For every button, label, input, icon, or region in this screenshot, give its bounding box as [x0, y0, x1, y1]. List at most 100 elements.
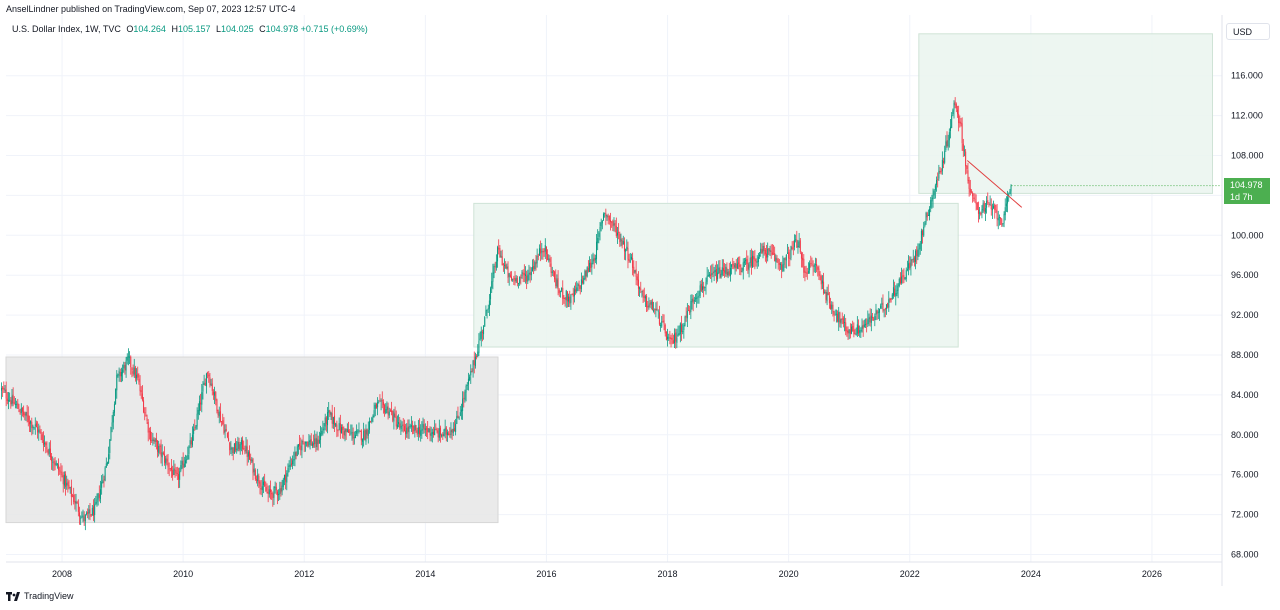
candle-body — [729, 268, 731, 277]
candle — [885, 304, 887, 315]
candle — [641, 290, 643, 298]
candle — [338, 417, 340, 431]
candle — [722, 259, 724, 277]
candle-body — [231, 447, 233, 450]
candle-body — [691, 299, 693, 302]
candle — [252, 457, 254, 481]
open-value: 104.264 — [133, 24, 166, 34]
candle-body — [686, 310, 688, 319]
candle-body — [807, 271, 809, 273]
candle-body — [103, 479, 105, 481]
candle-body — [339, 423, 341, 433]
candle — [515, 275, 517, 283]
candle-body — [466, 384, 468, 386]
candle — [837, 310, 839, 323]
candle — [651, 298, 653, 311]
candle-body — [487, 308, 489, 310]
candle-body — [556, 279, 558, 287]
candle-body — [561, 287, 563, 291]
candle-body — [667, 336, 669, 340]
candle — [547, 249, 549, 261]
candle — [955, 102, 957, 113]
change-value: +0.715 (+0.69%) — [300, 24, 368, 34]
candle-body — [58, 464, 60, 471]
candle — [351, 424, 353, 441]
candle — [105, 457, 107, 469]
candle-body — [750, 257, 752, 267]
candle-body — [443, 429, 445, 437]
candle — [271, 489, 273, 500]
candle-body — [412, 426, 414, 428]
candle-body — [833, 311, 835, 315]
candle-body — [816, 263, 818, 267]
candle-body — [424, 428, 426, 431]
candle — [817, 265, 819, 277]
candle-body — [570, 295, 572, 303]
candle — [200, 393, 202, 411]
candle — [810, 255, 812, 268]
time-tick-label: 2018 — [658, 569, 678, 579]
candle — [727, 268, 729, 279]
candle — [249, 445, 251, 460]
candle-body — [375, 404, 377, 409]
candle — [791, 241, 793, 251]
candle-body — [598, 232, 600, 237]
candle-body — [250, 458, 252, 461]
candle — [873, 316, 875, 322]
currency-button[interactable]: USD — [1226, 23, 1270, 40]
candle — [662, 313, 664, 323]
candle-body — [774, 253, 776, 262]
candle-body — [134, 367, 136, 379]
candle-body — [972, 192, 974, 197]
candle-body — [533, 266, 535, 270]
candle-body — [509, 274, 511, 278]
candle — [287, 463, 289, 477]
tradingview-brand[interactable]: TradingView — [6, 591, 74, 601]
candle-body — [1000, 218, 1002, 220]
candle-body — [627, 248, 629, 260]
candle-body — [337, 429, 339, 432]
candle-body — [280, 487, 282, 493]
candle-body — [831, 304, 833, 309]
candle — [870, 308, 872, 332]
candle — [683, 322, 685, 339]
candle — [274, 481, 276, 494]
candle-body — [648, 304, 650, 308]
candle-body — [606, 214, 608, 218]
candle — [746, 250, 748, 271]
candle-body — [143, 400, 145, 413]
candle — [38, 423, 40, 441]
candle — [203, 374, 205, 386]
candle-body — [222, 420, 224, 425]
candle-body — [53, 461, 55, 464]
candle — [288, 460, 290, 473]
candle-body — [502, 264, 504, 265]
candle — [265, 481, 267, 492]
candle — [439, 425, 441, 443]
candle-body — [207, 372, 209, 374]
candle-body — [748, 264, 750, 271]
candle — [157, 440, 159, 458]
candle — [106, 461, 108, 466]
candle-body — [696, 297, 698, 299]
candle-body — [269, 489, 271, 493]
candle — [1008, 192, 1010, 202]
candle-body — [35, 423, 37, 428]
candle-body — [901, 276, 903, 283]
candle-body — [720, 273, 722, 278]
candle — [905, 267, 907, 282]
candle — [423, 419, 425, 434]
candle-body — [1001, 219, 1003, 225]
candle-body — [122, 369, 124, 374]
candle — [477, 344, 479, 358]
candle — [110, 426, 112, 441]
candle-body — [457, 415, 459, 418]
candle-body — [393, 412, 395, 422]
candle — [433, 426, 435, 438]
candle — [495, 254, 497, 271]
candle-body — [799, 240, 801, 253]
candle-body — [609, 220, 611, 223]
candle — [244, 445, 246, 455]
candle-body — [590, 262, 592, 269]
